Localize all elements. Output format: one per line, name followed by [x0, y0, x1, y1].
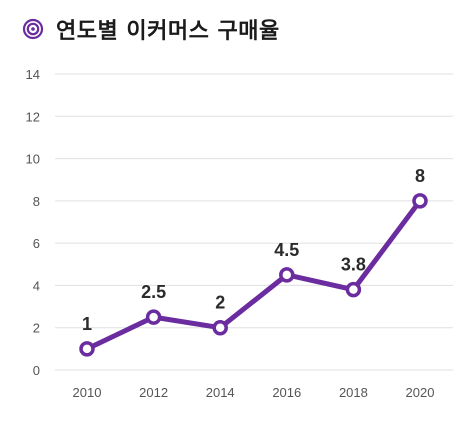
data-label: 8 — [415, 166, 425, 186]
data-points — [79, 193, 428, 357]
series-layer — [84, 198, 423, 352]
y-axis-ticks: 0 2 4 6 8 10 12 14 — [26, 67, 40, 378]
y-tick-label: 8 — [33, 194, 40, 209]
y-tick-label: 12 — [26, 109, 40, 124]
data-point — [145, 309, 162, 325]
data-point — [279, 267, 295, 283]
data-point — [345, 281, 362, 298]
grid-lines — [55, 73, 453, 371]
y-tick-label: 6 — [33, 236, 40, 251]
y-tick-label: 4 — [33, 278, 40, 293]
data-point — [79, 341, 95, 357]
y-tick-label: 0 — [33, 363, 40, 378]
y-tick-label: 14 — [26, 67, 40, 82]
data-point — [412, 193, 428, 209]
x-tick-label: 2020 — [406, 385, 435, 400]
x-tick-label: 2010 — [73, 385, 102, 400]
x-tick-label: 2016 — [272, 385, 301, 400]
data-label: 2 — [215, 293, 225, 313]
chart-title-row: 연도별 이커머스 구매율 — [22, 12, 280, 46]
x-tick-label: 2012 — [139, 385, 168, 400]
chart-title: 연도별 이커머스 구매율 — [56, 19, 280, 44]
series-line — [84, 198, 423, 352]
target-icon — [22, 18, 44, 40]
data-label: 1 — [82, 314, 92, 334]
x-tick-label: 2014 — [206, 385, 235, 400]
y-tick-label: 2 — [33, 321, 40, 336]
x-axis-ticks: 2010 2012 2014 2016 2018 2020 — [73, 385, 435, 400]
y-tick-label: 10 — [26, 152, 40, 167]
data-label: 3.8 — [341, 255, 366, 275]
x-tick-label: 2018 — [339, 385, 368, 400]
data-label: 2.5 — [141, 282, 166, 302]
data-labels: 1 2.5 2 4.5 3.8 8 — [82, 166, 425, 334]
data-point — [212, 319, 228, 336]
data-label: 4.5 — [274, 240, 299, 260]
